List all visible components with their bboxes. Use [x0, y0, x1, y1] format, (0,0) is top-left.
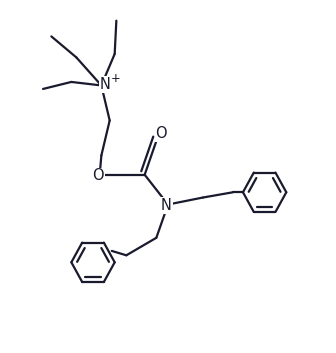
Text: N: N	[161, 198, 172, 213]
Text: O: O	[156, 126, 167, 141]
Text: N: N	[100, 77, 111, 92]
Text: O: O	[92, 168, 104, 183]
Text: +: +	[111, 72, 120, 85]
